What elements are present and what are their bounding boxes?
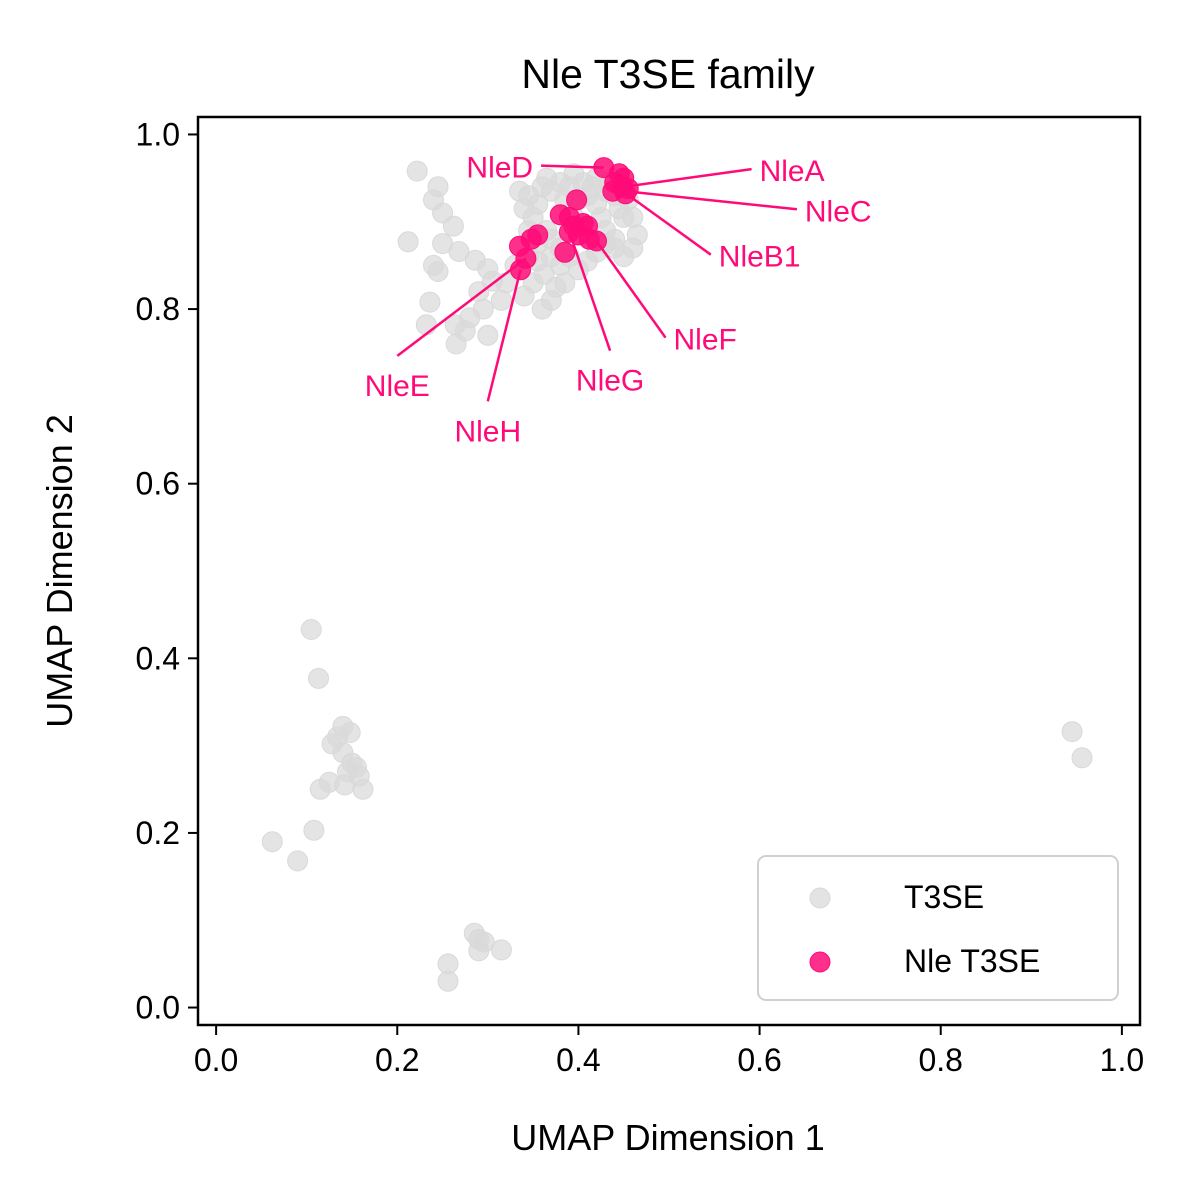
legend: T3SE Nle T3SE (757, 855, 1119, 1001)
data-point (397, 231, 419, 253)
data-point (477, 324, 499, 346)
data-point (445, 333, 467, 355)
data-point (533, 263, 555, 285)
y-tick-label: 0.4 (136, 640, 180, 676)
annotation-label-nleb1: NleB1 (719, 241, 801, 274)
data-point (513, 285, 535, 307)
data-point (427, 261, 449, 282)
y-axis-ticks: 0.0 0.2 0.4 0.6 0.8 1.0 (136, 116, 198, 1026)
data-point (406, 160, 428, 182)
data-point (468, 940, 490, 962)
annotation-line-nlea (623, 167, 752, 189)
legend-marker-t3se (809, 887, 831, 909)
y-tick-label: 0.8 (136, 291, 180, 327)
data-point (415, 314, 437, 336)
data-point (617, 178, 639, 200)
annotation-line-nleb1 (625, 192, 712, 256)
chart-title: Nle T3SE family (521, 51, 815, 97)
x-tick-label: 0.0 (194, 1042, 238, 1078)
data-point (581, 176, 603, 198)
annotation-label-nled: NleD (466, 152, 533, 185)
data-point (448, 241, 470, 262)
data-point (554, 241, 576, 263)
data-point (352, 778, 374, 800)
annotation-label-nlef: NleF (674, 324, 737, 357)
legend-box (757, 855, 1119, 1001)
annotation-line-nlef (595, 240, 667, 339)
y-tick-label: 0.0 (136, 990, 180, 1026)
legend-label-nle-t3se: Nle T3SE (904, 943, 1040, 979)
y-tick-label: 1.0 (136, 116, 180, 152)
data-point (309, 778, 331, 800)
data-point (287, 850, 309, 872)
points-layer (261, 157, 1093, 992)
annotation-label-nleh: NleH (454, 415, 521, 448)
data-point (300, 619, 322, 640)
y-tick-label: 0.2 (136, 815, 180, 851)
annotation-label-nleg: NleG (576, 365, 644, 398)
x-tick-label: 0.8 (918, 1042, 962, 1078)
y-tick-label: 0.6 (136, 466, 180, 502)
data-point (442, 215, 464, 237)
x-tick-label: 0.2 (375, 1042, 419, 1078)
legend-label-t3se: T3SE (904, 879, 984, 915)
series-nle-t3se (509, 157, 639, 281)
annotation-line-nlec (625, 189, 798, 211)
y-axis-label: UMAP Dimension 2 (39, 414, 80, 727)
data-point (490, 289, 512, 311)
annotation-label-nlec: NleC (805, 195, 872, 228)
plot-frame (196, 115, 1142, 1027)
data-point (261, 831, 283, 853)
x-tick-label: 0.6 (737, 1042, 781, 1078)
legend-marker-nle-t3se (809, 951, 831, 973)
data-point (437, 970, 459, 992)
x-tick-label: 1.0 (1100, 1042, 1144, 1078)
annotation-line-nled (541, 164, 604, 169)
data-point (549, 204, 571, 226)
data-point (1071, 747, 1093, 769)
annotation-line-nlee (396, 257, 527, 357)
data-point (303, 819, 325, 841)
data-point (566, 189, 588, 211)
annotation-label-nlea: NleA (760, 155, 825, 188)
data-point (531, 298, 553, 320)
x-axis-ticks: 0.0 0.2 0.4 0.6 0.8 1.0 (194, 1025, 1144, 1078)
data-point (419, 291, 441, 313)
annotation-line-nleg (568, 231, 612, 352)
data-point (334, 774, 356, 796)
data-point (308, 667, 329, 689)
data-point (545, 276, 567, 298)
data-point (490, 939, 512, 961)
annotation-label-nlee: NleE (365, 370, 430, 403)
x-axis-label: UMAP Dimension 1 (511, 1117, 824, 1158)
x-tick-label: 0.4 (556, 1042, 600, 1078)
data-point (1061, 721, 1083, 743)
annotation-line-nleh (486, 269, 522, 402)
